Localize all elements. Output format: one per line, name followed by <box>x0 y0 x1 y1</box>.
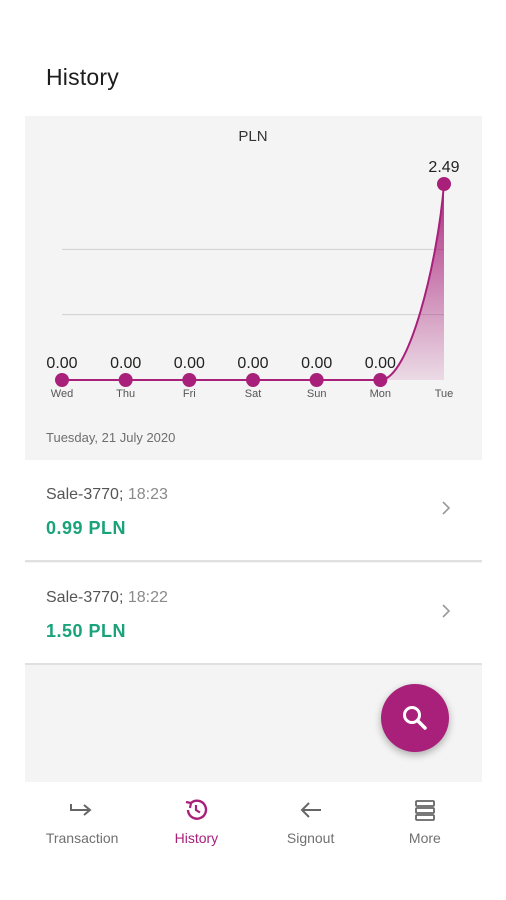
x-tick-label: Sat <box>245 388 262 400</box>
date-label: Tuesday, 21 July 2020 <box>46 430 176 445</box>
nav-item-more[interactable]: More <box>368 782 482 857</box>
data-point <box>309 373 324 387</box>
x-tick-label: Sun <box>307 388 327 400</box>
chevron-right-icon <box>442 501 451 515</box>
data-point <box>373 373 388 387</box>
arrow-right-icon <box>68 796 96 824</box>
data-label: 0.00 <box>237 355 268 372</box>
transaction-title: Sale-3770; 18:23 <box>46 486 168 504</box>
history-chart: PLN 0.00 Wed 0.00 Thu 0.00 Fri 0.00 Sat 0.00 Sun 0… <box>25 116 482 454</box>
x-tick-label: Wed <box>51 388 73 400</box>
nav-label: Transaction <box>45 830 119 846</box>
transaction-title: Sale-3770; 18:22 <box>46 589 168 607</box>
chart-svg: PLN 0.00 Wed 0.00 Thu 0.00 Fri 0.00 Sat 0.00 Sun 0… <box>46 128 459 400</box>
transaction-amount: 0.99 PLN <box>46 518 127 538</box>
transaction-row[interactable]: Sale-3770; 18:23 0.99 PLN <box>25 460 482 560</box>
transaction-name: Sale-3770; <box>46 589 124 606</box>
transaction-row[interactable]: Sale-3770; 18:22 1.50 PLN <box>25 563 482 663</box>
data-label: 2.49 <box>428 159 459 176</box>
arrow-left-icon <box>297 796 325 824</box>
x-tick-label: Tue <box>435 388 454 400</box>
data-point <box>182 373 197 387</box>
history-icon <box>182 796 210 824</box>
bottom-navigation: Transaction History Signout <box>25 782 482 857</box>
transaction-amount: 1.50 PLN <box>46 621 127 641</box>
data-label: 0.00 <box>174 355 205 372</box>
nav-label: Signout <box>286 830 335 846</box>
layers-icon <box>411 796 439 824</box>
series-line <box>62 183 445 381</box>
transaction-name: Sale-3770; <box>46 486 124 503</box>
row-divider <box>25 663 482 665</box>
history-panel <box>25 116 482 782</box>
x-tick-label: Thu <box>116 388 135 400</box>
nav-item-signout[interactable]: Signout <box>254 782 368 857</box>
data-label: 0.00 <box>110 355 141 372</box>
data-point <box>55 373 69 387</box>
chevron-right-icon <box>442 604 451 618</box>
data-point <box>118 373 133 387</box>
page-title: History <box>46 64 119 90</box>
data-point <box>246 373 260 387</box>
search-icon <box>403 706 427 730</box>
row-divider <box>25 560 482 562</box>
chart-title: PLN <box>238 128 267 145</box>
nav-label: More <box>408 830 441 846</box>
data-point <box>437 177 451 191</box>
transaction-time: 18:22 <box>127 589 168 606</box>
data-label: 0.00 <box>301 355 332 372</box>
transaction-time: 18:23 <box>127 486 168 503</box>
search-button[interactable] <box>381 684 449 752</box>
nav-item-transaction[interactable]: Transaction <box>25 782 139 857</box>
nav-label: History <box>174 830 219 846</box>
data-label: 0.00 <box>46 355 77 372</box>
data-label: 0.00 <box>365 355 396 372</box>
x-tick-label: Fri <box>183 388 196 400</box>
nav-item-history[interactable]: History <box>139 782 253 857</box>
x-tick-label: Mon <box>370 388 391 400</box>
series-area <box>380 184 444 380</box>
